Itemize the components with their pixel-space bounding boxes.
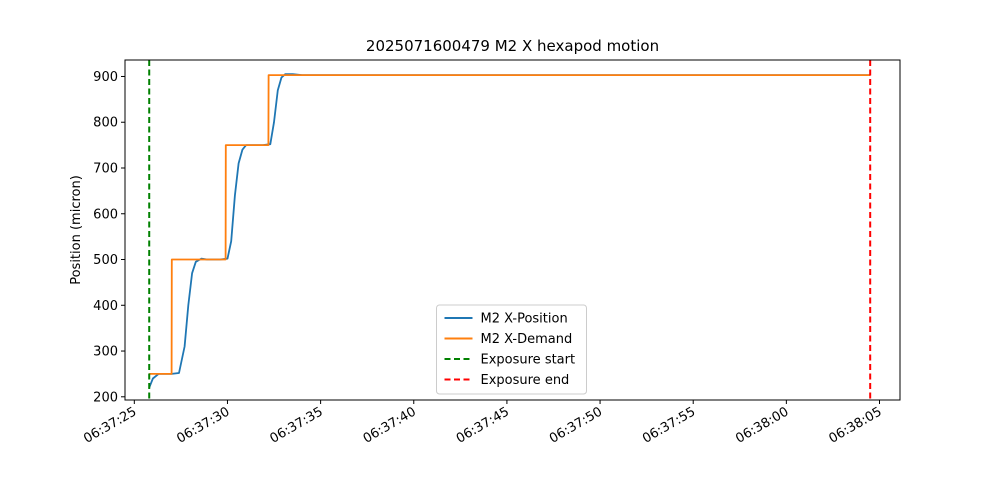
y-tick-label: 900: [93, 70, 118, 85]
series-line-m2-x-demand: [149, 74, 871, 375]
x-tick-label: 06:37:30: [174, 404, 232, 446]
legend-label: M2 X-Position: [481, 312, 568, 327]
x-tick-label: 06:37:35: [268, 404, 326, 446]
x-tick-label: 06:37:40: [361, 404, 419, 446]
chart-title: 2025071600479 M2 X hexapod motion: [366, 37, 659, 55]
x-tick-label: 06:37:55: [640, 404, 698, 446]
legend-box: [436, 304, 587, 395]
y-axis-label: Position (micron): [69, 175, 84, 285]
y-tick-label: 600: [93, 207, 118, 222]
y-tick-label: 400: [93, 299, 118, 314]
y-tick-label: 800: [93, 116, 118, 131]
series-line-m2-x-position: [148, 73, 871, 388]
legend: M2 X-Position M2 X-Demand Exposure start Ex…: [436, 304, 587, 395]
y-axis-ticks: 200 300 400 500 600 700 800 900: [93, 70, 125, 405]
x-tick-label: 06:37:45: [454, 404, 512, 446]
x-tick-label: 06:38:00: [733, 404, 791, 446]
y-tick-label: 200: [93, 390, 118, 405]
x-tick-label: 06:38:05: [826, 404, 884, 446]
plot-area-frame: [124, 59, 901, 401]
x-tick-label: 06:37:25: [81, 404, 139, 446]
y-tick-label: 700: [93, 161, 118, 176]
x-tick-label: 06:37:50: [547, 404, 605, 446]
y-tick-label: 300: [93, 345, 118, 360]
y-tick-label: 500: [93, 253, 118, 268]
legend-label: Exposure start: [481, 353, 576, 368]
x-axis-ticks: 06:37:25 06:37:30 06:37:35 06:37:40 06:37:45…: [81, 400, 885, 447]
series-layer: [148, 60, 872, 400]
legend-label: Exposure end: [481, 373, 570, 388]
legend-label: M2 X-Demand: [481, 332, 573, 347]
